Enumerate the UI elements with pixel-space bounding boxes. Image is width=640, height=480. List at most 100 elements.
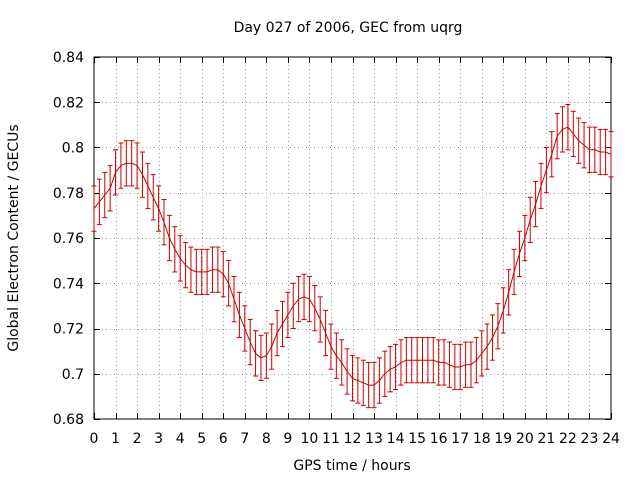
error-bar [177, 235, 183, 282]
error-bar [123, 140, 129, 187]
error-bar [430, 337, 436, 384]
x-tick-label: 13 [365, 431, 383, 447]
error-bar [506, 269, 512, 316]
error-bar [560, 106, 566, 153]
error-bar [215, 246, 221, 293]
x-tick-label: 19 [494, 431, 512, 447]
error-bar [457, 343, 463, 391]
y-axis-label: Global Electron Content / GECUs [6, 124, 22, 351]
error-bar [247, 318, 253, 366]
error-bar [484, 323, 490, 370]
error-bar [263, 332, 269, 379]
error-bar [156, 185, 162, 232]
error-bar [387, 346, 393, 393]
error-bar [543, 147, 549, 194]
x-tick-label: 20 [516, 431, 534, 447]
error-bar [306, 275, 312, 323]
error-bar [473, 337, 479, 384]
error-bar [96, 178, 102, 225]
error-bar [150, 174, 156, 221]
error-bar [344, 348, 350, 395]
error-bar [113, 149, 119, 196]
error-bar [393, 343, 399, 391]
error-bar [134, 142, 140, 189]
error-bar [166, 214, 172, 262]
x-tick-label: 23 [581, 431, 599, 447]
error-bar [323, 309, 329, 357]
error-bar [242, 305, 248, 352]
x-tick-label: 10 [301, 431, 319, 447]
error-bar [290, 282, 296, 329]
y-tick-label: 0.82 [53, 95, 84, 111]
error-bar [581, 122, 587, 169]
error-bar [414, 337, 420, 384]
error-bar [516, 230, 522, 277]
error-bar [549, 131, 555, 178]
error-bar [403, 337, 409, 384]
error-bar [597, 128, 603, 176]
x-tick-label: 12 [344, 431, 362, 447]
error-bar [376, 357, 382, 404]
y-tick-label: 0.7 [62, 367, 84, 383]
x-axis-label: GPS time / hours [293, 458, 410, 474]
x-tick-label: 11 [322, 431, 340, 447]
axis-ticks: 0 1 2 3 4 5 6 7 8 9 10 11 12 13 14 15 16 17 18 19 20 21 22 23 24… [53, 50, 620, 447]
error-bar [495, 303, 501, 350]
error-bar [139, 151, 145, 198]
error-bar [301, 273, 307, 320]
y-tick-label: 0.8 [62, 141, 84, 157]
chart-title: Day 027 of 2006, GEC from uqrg [234, 20, 463, 36]
x-tick-label: 22 [559, 431, 577, 447]
y-tick-label: 0.74 [53, 276, 84, 292]
error-bar [172, 226, 178, 273]
error-bar [285, 291, 291, 339]
x-tick-label: 0 [90, 431, 99, 447]
error-bar [382, 350, 388, 397]
y-tick-label: 0.72 [53, 322, 84, 338]
error-bar [236, 291, 242, 339]
error-bar [490, 314, 496, 361]
error-bar [608, 131, 614, 178]
x-tick-label: 5 [197, 431, 206, 447]
error-bar [576, 117, 582, 164]
error-bar [204, 248, 210, 296]
error-bar [269, 323, 275, 370]
x-tick-label: 4 [176, 431, 185, 447]
error-bar [199, 248, 205, 296]
error-bar [355, 357, 361, 404]
error-bar [183, 242, 189, 289]
x-tick-label: 24 [602, 431, 620, 447]
error-bar [226, 260, 232, 307]
error-bar [603, 128, 609, 176]
error-bar [554, 113, 560, 160]
error-bar [420, 337, 426, 384]
error-bar [161, 199, 167, 246]
error-bar [231, 275, 237, 323]
data-series [91, 104, 614, 409]
error-bar [570, 110, 576, 158]
error-bar [129, 140, 135, 187]
error-bar [350, 355, 355, 402]
error-bar [145, 162, 151, 210]
x-tick-label: 3 [154, 431, 163, 447]
error-bar [333, 332, 339, 379]
error-bar [441, 339, 447, 386]
error-bar [328, 323, 334, 370]
error-bar [479, 330, 485, 377]
error-bar [436, 339, 442, 386]
y-tick-label: 0.68 [53, 412, 84, 428]
error-bar [279, 300, 285, 348]
series-line [93, 126, 612, 386]
error-bar [209, 246, 215, 293]
error-bar [312, 285, 318, 332]
x-tick-label: 8 [262, 431, 271, 447]
error-bar [258, 334, 264, 382]
error-bar [193, 248, 199, 296]
error-bar [339, 339, 345, 386]
x-tick-label: 7 [240, 431, 249, 447]
x-tick-label: 17 [451, 431, 469, 447]
error-bar [522, 214, 528, 262]
error-bar [398, 339, 404, 386]
error-bar [317, 296, 323, 343]
